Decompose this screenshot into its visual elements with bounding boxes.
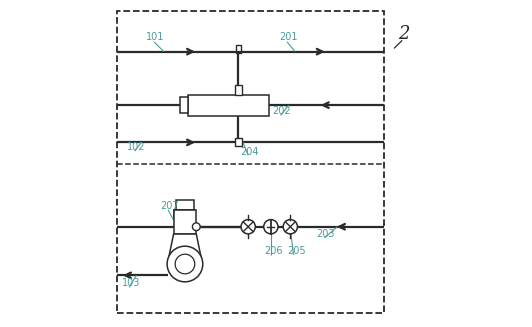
Circle shape — [283, 220, 297, 234]
Text: 2: 2 — [398, 25, 410, 43]
Bar — [173, 210, 196, 234]
Circle shape — [241, 220, 255, 234]
Circle shape — [193, 223, 200, 231]
Text: 203: 203 — [316, 229, 335, 239]
Text: 204: 204 — [240, 147, 259, 157]
Bar — [176, 200, 194, 210]
Bar — [236, 45, 242, 53]
Bar — [180, 97, 188, 113]
Polygon shape — [168, 234, 202, 262]
Bar — [188, 95, 269, 116]
Text: 206: 206 — [264, 246, 283, 256]
Bar — [174, 210, 195, 217]
Text: 205: 205 — [287, 246, 306, 256]
Circle shape — [264, 220, 278, 234]
Text: 201: 201 — [279, 32, 297, 42]
Text: 101: 101 — [146, 32, 164, 42]
Text: 202: 202 — [272, 107, 291, 116]
Text: 103: 103 — [122, 278, 140, 288]
Bar — [235, 138, 242, 146]
Text: 207: 207 — [161, 200, 179, 211]
Bar — [235, 85, 242, 95]
Circle shape — [167, 246, 203, 282]
Text: 102: 102 — [127, 142, 145, 152]
